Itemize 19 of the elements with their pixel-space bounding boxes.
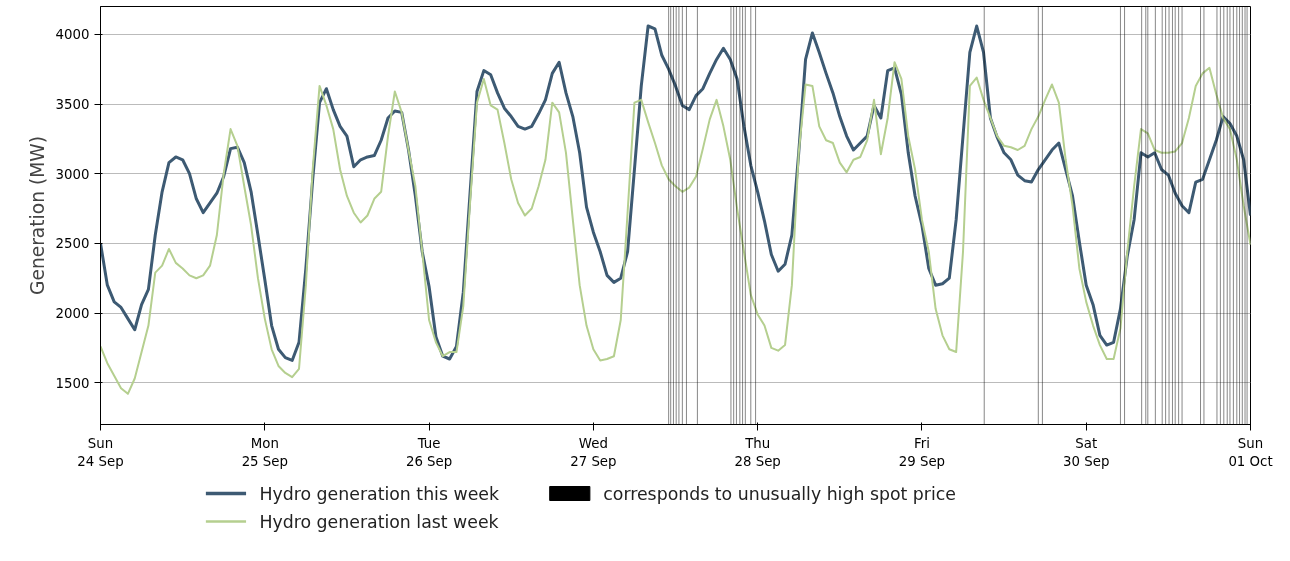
y-axis-title: Generation (MW) [26, 135, 48, 296]
x-tick-label: Sun 01 Oct [1228, 435, 1273, 469]
y-tick-label: 3500 [55, 97, 90, 113]
y-tick-label: 2000 [55, 306, 90, 322]
x-tick-label: Fri 29 Sep [898, 435, 946, 469]
x-tick-label: Sat 30 Sep [1063, 435, 1110, 469]
line-series [100, 61, 1251, 395]
y-tick-label: 4000 [55, 27, 90, 43]
y-tick-label: 1500 [55, 375, 90, 391]
y-tick-label: 2500 [55, 236, 90, 252]
x-tick-label: Sun 24 Sep [77, 435, 124, 469]
legend-label: Hydro generation last week [259, 511, 499, 532]
x-tick-label: Tue 26 Sep [405, 435, 453, 469]
legend-label: Hydro generation this week [259, 483, 500, 504]
x-tick-label: Mon 25 Sep [241, 435, 288, 469]
x-tick-label: Thu 28 Sep [734, 435, 781, 469]
y-tick-label: 3000 [55, 166, 90, 182]
x-tick-label: Wed 27 Sep [570, 435, 617, 469]
legend-label: corresponds to unusually high spot price [603, 483, 956, 504]
